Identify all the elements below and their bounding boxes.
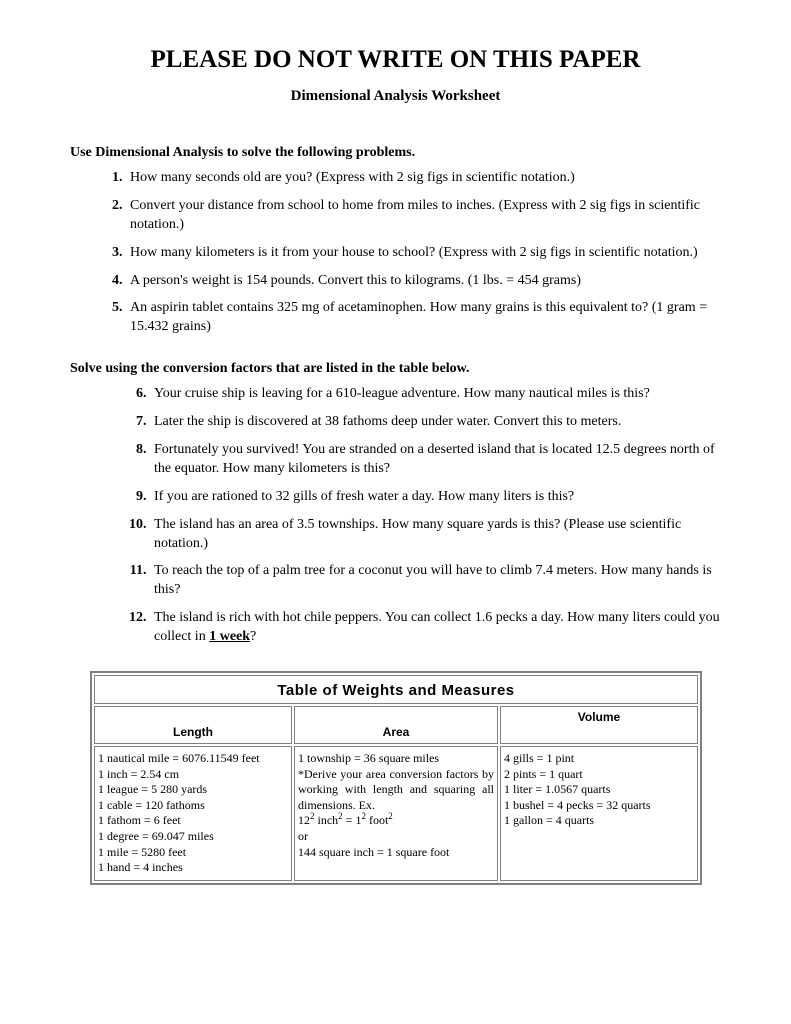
section2-heading: Solve using the conversion factors that … <box>70 361 721 377</box>
problem-1: How many seconds old are you? (Express w… <box>126 169 721 188</box>
length-line-7: 1 mile = 5280 feet <box>98 845 288 861</box>
volume-line-3: 1 liter = 1.0567 quarts <box>504 782 694 798</box>
area-line-2: *Derive your area conversion factors by … <box>298 767 494 812</box>
length-line-8: 1 hand = 4 inches <box>98 860 288 876</box>
col-head-area: Area <box>294 706 498 744</box>
problem-9: If you are rationed to 32 gills of fresh… <box>150 488 721 507</box>
length-line-5: 1 fathom = 6 feet <box>98 813 288 829</box>
area-line-4: or <box>298 829 494 845</box>
length-cell: 1 nautical mile = 6076.11549 feet 1 inch… <box>94 746 292 881</box>
problem-2: Convert your distance from school to hom… <box>126 197 721 235</box>
length-line-2: 1 inch = 2.54 cm <box>98 767 288 783</box>
problems-list-1: How many seconds old are you? (Express w… <box>70 169 721 337</box>
volume-line-2: 2 pints = 1 quart <box>504 767 694 783</box>
page-title: PLEASE DO NOT WRITE ON THIS PAPER <box>70 46 721 74</box>
length-line-3: 1 league = 5 280 yards <box>98 782 288 798</box>
worksheet-page: PLEASE DO NOT WRITE ON THIS PAPER Dimens… <box>0 0 791 1024</box>
page-subtitle: Dimensional Analysis Worksheet <box>70 88 721 105</box>
problem-4: A person's weight is 154 pounds. Convert… <box>126 272 721 291</box>
area-cell: 1 township = 36 square miles *Derive you… <box>294 746 498 881</box>
problem-12-text-c: ? <box>250 629 256 644</box>
problem-3: How many kilometers is it from your hous… <box>126 244 721 263</box>
section1-heading: Use Dimensional Analysis to solve the fo… <box>70 145 721 161</box>
problem-12: The island is rich with hot chile pepper… <box>150 609 721 647</box>
length-line-4: 1 cable = 120 fathoms <box>98 798 288 814</box>
length-line-6: 1 degree = 69.047 miles <box>98 829 288 845</box>
problem-5: An aspirin tablet contains 325 mg of ace… <box>126 299 721 337</box>
problem-10: The island has an area of 3.5 townships.… <box>150 516 721 554</box>
problems-list-2: Your cruise ship is leaving for a 610-le… <box>70 385 721 647</box>
volume-line-4: 1 bushel = 4 pecks = 32 quarts <box>504 798 694 814</box>
problem-7: Later the ship is discovered at 38 fatho… <box>150 413 721 432</box>
measures-table: Table of Weights and Measures Length Are… <box>90 671 702 885</box>
problem-6: Your cruise ship is leaving for a 610-le… <box>150 385 721 404</box>
area-line-3: 122 inch2 = 12 foot2 <box>298 813 494 829</box>
col-head-length: Length <box>94 706 292 744</box>
volume-line-5: 1 gallon = 4 quarts <box>504 813 694 829</box>
problem-8: Fortunately you survived! You are strand… <box>150 441 721 479</box>
area-line-5: 144 square inch = 1 square foot <box>298 845 494 861</box>
col-head-volume: Volume <box>500 706 698 744</box>
volume-cell: 4 gills = 1 pint 2 pints = 1 quart 1 lit… <box>500 746 698 881</box>
table-title: Table of Weights and Measures <box>94 675 698 704</box>
volume-line-1: 4 gills = 1 pint <box>504 751 694 767</box>
problem-11: To reach the top of a palm tree for a co… <box>150 562 721 600</box>
problem-12-emphasis: 1 week <box>209 629 250 644</box>
area-line-1: 1 township = 36 square miles <box>298 751 494 767</box>
length-line-1: 1 nautical mile = 6076.11549 feet <box>98 751 288 767</box>
